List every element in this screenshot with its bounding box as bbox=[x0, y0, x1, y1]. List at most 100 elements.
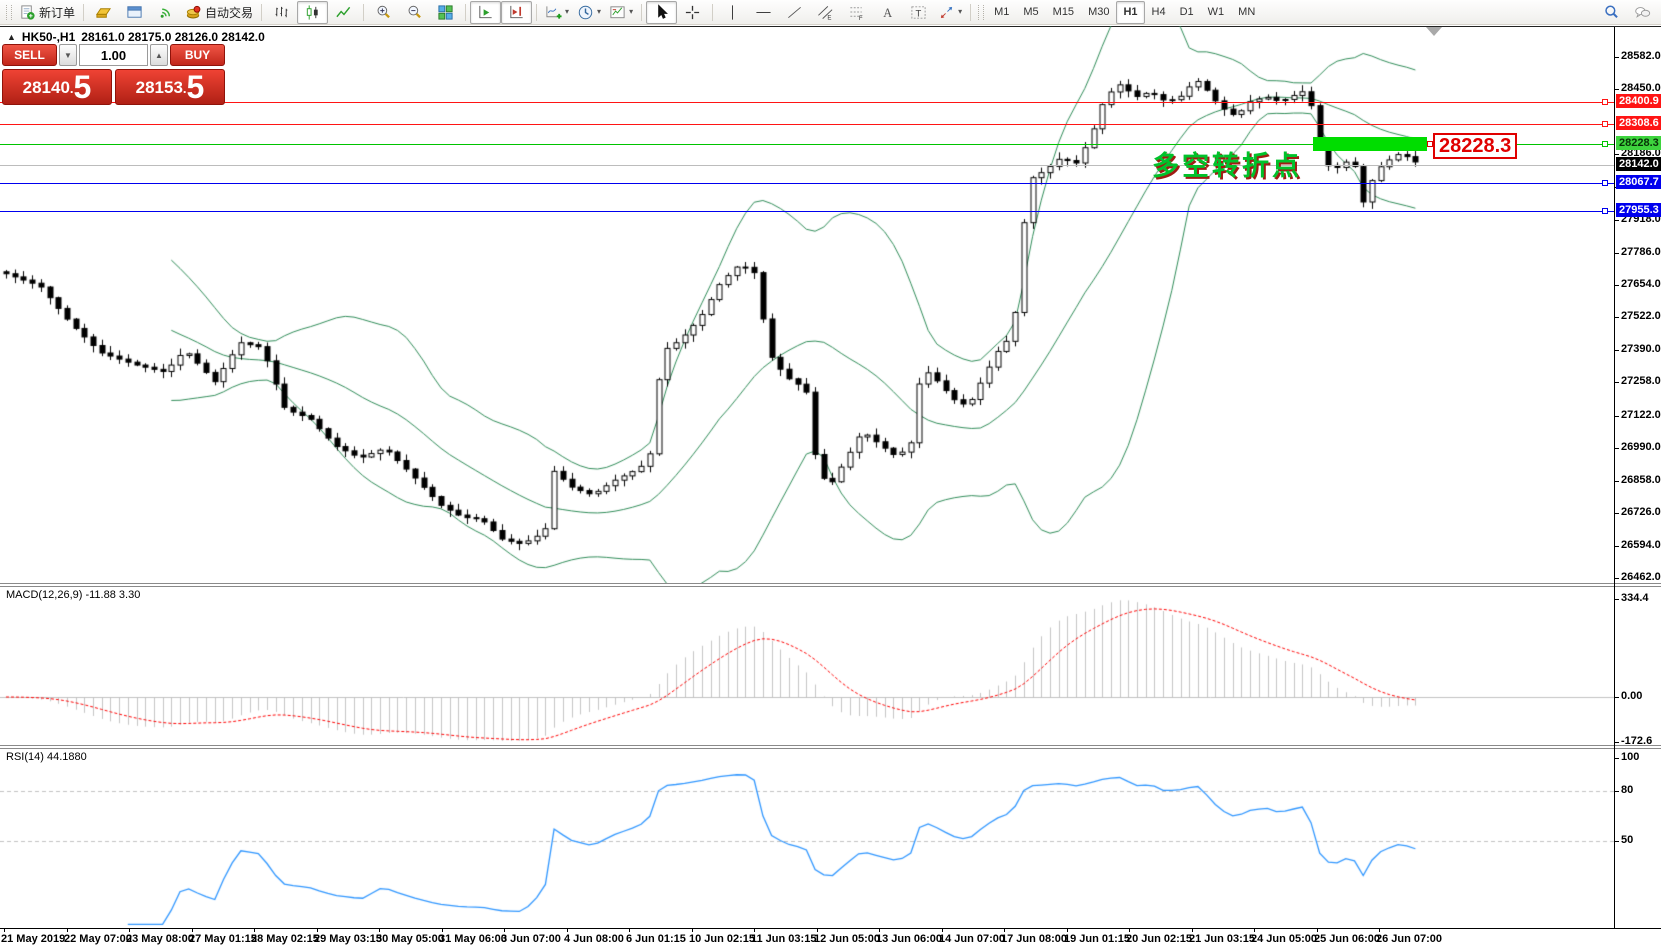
macd-pane-divider[interactable] bbox=[0, 583, 1661, 587]
crosshair-button[interactable] bbox=[677, 1, 708, 24]
time-axis-tick bbox=[754, 929, 755, 932]
highlight-bar[interactable] bbox=[1313, 137, 1427, 151]
y-axis-tick bbox=[1614, 416, 1619, 417]
buy-price-dot: . bbox=[182, 81, 187, 96]
sell-price-box[interactable]: 28140 . 5 bbox=[2, 69, 112, 105]
time-axis-label: 21 May 2019 bbox=[1, 933, 66, 945]
tile-windows-button[interactable] bbox=[430, 1, 461, 24]
candlestick-icon bbox=[304, 4, 321, 21]
rsi-axis-tick bbox=[1614, 841, 1619, 842]
price-level-handle[interactable] bbox=[1602, 208, 1608, 214]
rsi-indicator-label: RSI(14) 44.1880 bbox=[6, 751, 87, 763]
y-axis-tick bbox=[1614, 546, 1619, 547]
y-axis-tick-label: 27522.0 bbox=[1621, 310, 1661, 322]
buy-price-box[interactable]: 28153 . 5 bbox=[115, 69, 225, 105]
toolbar-grip[interactable] bbox=[6, 4, 12, 20]
chat-button[interactable] bbox=[1627, 1, 1658, 24]
y-axis-tick bbox=[1614, 448, 1619, 449]
price-level-handle[interactable] bbox=[1602, 180, 1608, 186]
cursor-button[interactable] bbox=[646, 0, 678, 24]
rsi-pane-divider[interactable] bbox=[0, 745, 1661, 749]
price-level-line-28400.9[interactable] bbox=[0, 102, 1614, 103]
timeframe-m30-button[interactable]: M30 bbox=[1088, 5, 1110, 18]
volume-increase-button[interactable]: ▲ bbox=[150, 44, 168, 66]
svg-text:E: E bbox=[827, 14, 831, 20]
price-level-handle[interactable] bbox=[1602, 99, 1608, 105]
time-axis-label: 20 Jun 02:15 bbox=[1126, 933, 1193, 945]
zoom-in-button[interactable] bbox=[368, 1, 399, 24]
time-axis-label: 23 May 08:00 bbox=[126, 933, 194, 945]
signals-button[interactable] bbox=[150, 1, 181, 24]
price-level-tag: 28400.9 bbox=[1616, 94, 1661, 108]
text-button[interactable]: A bbox=[872, 1, 903, 24]
y-axis-tick bbox=[1614, 253, 1619, 254]
price-level-line-28142.0[interactable] bbox=[0, 165, 1614, 166]
timeframe-h4-button[interactable]: H4 bbox=[1151, 5, 1166, 18]
periods-button[interactable]: ▾ bbox=[573, 1, 605, 24]
time-axis-tick bbox=[254, 929, 255, 932]
price-level-handle[interactable] bbox=[1602, 141, 1608, 147]
buy-price-main: 28153 bbox=[135, 78, 183, 97]
zoom-in-icon bbox=[375, 4, 392, 21]
hline-button[interactable] bbox=[748, 1, 779, 24]
volume-input[interactable] bbox=[79, 44, 148, 66]
vline-button[interactable] bbox=[717, 1, 748, 24]
search-button[interactable] bbox=[1596, 1, 1627, 24]
price-flag-label[interactable]: 28228.3 bbox=[1433, 133, 1518, 159]
new-order-button[interactable]: 新订单 bbox=[15, 1, 79, 24]
price-level-line-28308.6[interactable] bbox=[0, 124, 1614, 125]
time-axis-label: 31 May 06:00 bbox=[439, 933, 507, 945]
one-click-toggle-icon[interactable]: ▲ bbox=[7, 32, 16, 42]
new-order-button-label: 新订单 bbox=[39, 5, 76, 20]
macd-pane-canvas[interactable] bbox=[0, 587, 1614, 745]
zoom-out-button[interactable] bbox=[399, 1, 430, 24]
channel-button[interactable]: E bbox=[810, 1, 841, 24]
chevron-down-icon[interactable]: ▾ bbox=[597, 7, 602, 16]
toolbar-grip[interactable] bbox=[978, 4, 985, 20]
auto-scroll-button[interactable] bbox=[470, 0, 502, 24]
trade-panel-top-row: SELL ▼ ▲ BUY bbox=[2, 44, 225, 66]
fibonacci-button[interactable]: F bbox=[841, 1, 872, 24]
price-level-handle[interactable] bbox=[1602, 121, 1608, 127]
main-chart-canvas[interactable] bbox=[0, 26, 1614, 583]
text-label-button[interactable]: T bbox=[903, 1, 934, 24]
crosshair-icon bbox=[684, 4, 701, 21]
price-level-line-28067.7[interactable] bbox=[0, 183, 1614, 184]
indicators-button[interactable]: ▾ bbox=[541, 1, 573, 24]
price-level-line-28228.3[interactable] bbox=[0, 144, 1614, 145]
rsi-pane-canvas[interactable] bbox=[0, 749, 1614, 928]
timeframe-m5-button[interactable]: M5 bbox=[1023, 5, 1039, 18]
bar-chart-button[interactable] bbox=[266, 1, 297, 24]
y-axis-tick bbox=[1614, 382, 1619, 383]
data-window-button[interactable] bbox=[119, 1, 150, 24]
volume-decrease-button[interactable]: ▼ bbox=[59, 44, 77, 66]
timeframe-d1-button[interactable]: D1 bbox=[1179, 5, 1194, 18]
timeframe-w1-button[interactable]: W1 bbox=[1207, 5, 1225, 18]
autotrading-button[interactable]: 自动交易 bbox=[181, 1, 257, 24]
price-level-line-27955.3[interactable] bbox=[0, 211, 1614, 212]
timeframe-m1-button[interactable]: M1 bbox=[994, 5, 1010, 18]
line-chart-button[interactable] bbox=[328, 1, 359, 24]
market-watch-button[interactable] bbox=[88, 1, 119, 24]
timeframe-m15-button[interactable]: M15 bbox=[1052, 5, 1075, 18]
chevron-down-icon[interactable]: ▾ bbox=[958, 7, 963, 16]
arrows-button[interactable]: ▾ bbox=[934, 1, 966, 24]
templates-button[interactable]: ▾ bbox=[605, 1, 637, 24]
chart-shift-button[interactable] bbox=[501, 0, 533, 24]
chart-shift-marker[interactable] bbox=[1426, 27, 1442, 36]
time-axis-tick bbox=[379, 929, 380, 932]
chevron-down-icon[interactable]: ▾ bbox=[565, 7, 570, 16]
chevron-down-icon[interactable]: ▾ bbox=[629, 7, 634, 16]
candlestick-button[interactable] bbox=[297, 0, 329, 24]
toolbar-separator bbox=[712, 3, 714, 21]
y-axis-tick bbox=[1614, 220, 1619, 221]
buy-button[interactable]: BUY bbox=[170, 44, 225, 66]
chinese-annotation[interactable]: 多空转折点 bbox=[1152, 151, 1302, 181]
time-axis-label: 3 Jun 07:00 bbox=[501, 933, 561, 945]
sell-button[interactable]: SELL bbox=[2, 44, 57, 66]
time-axis-tick bbox=[1379, 929, 1380, 932]
timeframe-mn-button[interactable]: MN bbox=[1238, 5, 1256, 18]
trendline-button[interactable] bbox=[779, 1, 810, 24]
timeframe-h1-button[interactable]: H1 bbox=[1116, 0, 1145, 24]
